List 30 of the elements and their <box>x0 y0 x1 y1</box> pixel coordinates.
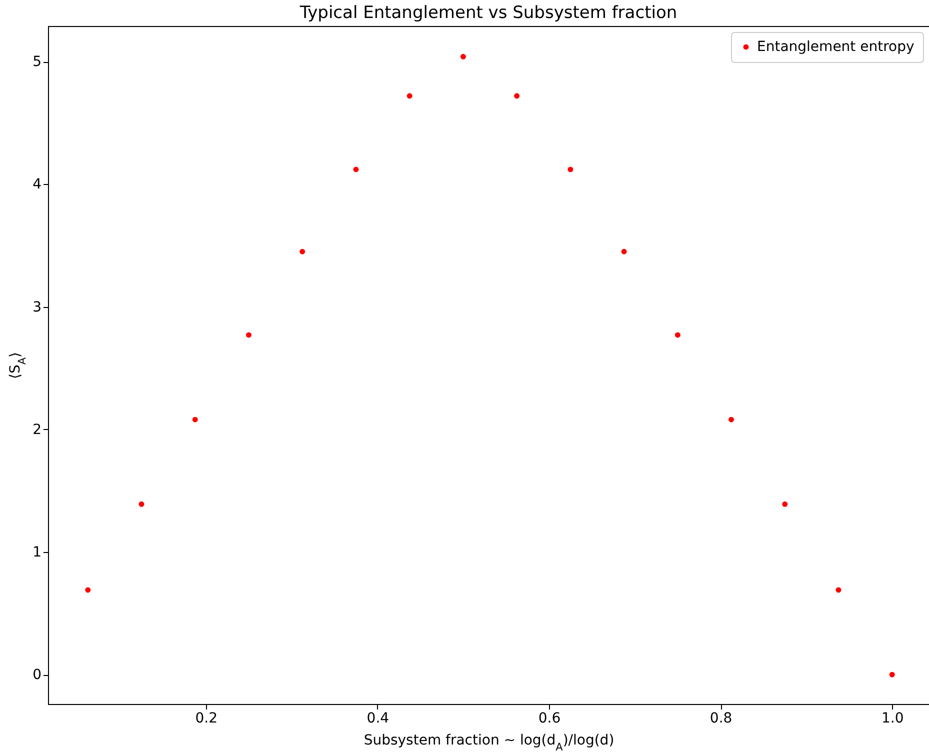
point <box>192 416 198 422</box>
point <box>406 93 412 99</box>
point <box>568 166 574 172</box>
x-tick-label: 0.6 <box>538 710 561 726</box>
point <box>138 501 144 507</box>
y-tick-label: 0 <box>32 667 42 684</box>
point <box>514 93 520 99</box>
point <box>85 587 91 593</box>
x-tick-label: 0.2 <box>195 710 218 726</box>
point <box>836 587 842 593</box>
point <box>460 54 466 60</box>
point <box>353 166 359 172</box>
y-tick-label: 2 <box>32 422 42 438</box>
y-tick-label: 4 <box>32 176 42 193</box>
y-tick-label: 3 <box>32 299 42 316</box>
point <box>246 332 252 338</box>
x-tick-label: 0.4 <box>366 710 390 726</box>
y-tick-label: 1 <box>32 544 42 560</box>
y-tick-label: 5 <box>32 54 42 70</box>
point <box>300 248 306 254</box>
point <box>621 248 627 254</box>
x-tick-label: 1.0 <box>881 710 904 726</box>
chart-title: Typical Entanglement vs Subsystem fraction <box>298 3 678 23</box>
x-axis-title: Subsystem fraction ~ log(d$_{A}$)/log(d) <box>364 732 614 754</box>
point <box>782 501 788 507</box>
legend-label: Entanglement entropy <box>757 39 914 55</box>
point <box>889 672 895 678</box>
x-tick-label: 0.8 <box>710 710 732 726</box>
point <box>728 416 734 422</box>
point <box>674 332 680 338</box>
